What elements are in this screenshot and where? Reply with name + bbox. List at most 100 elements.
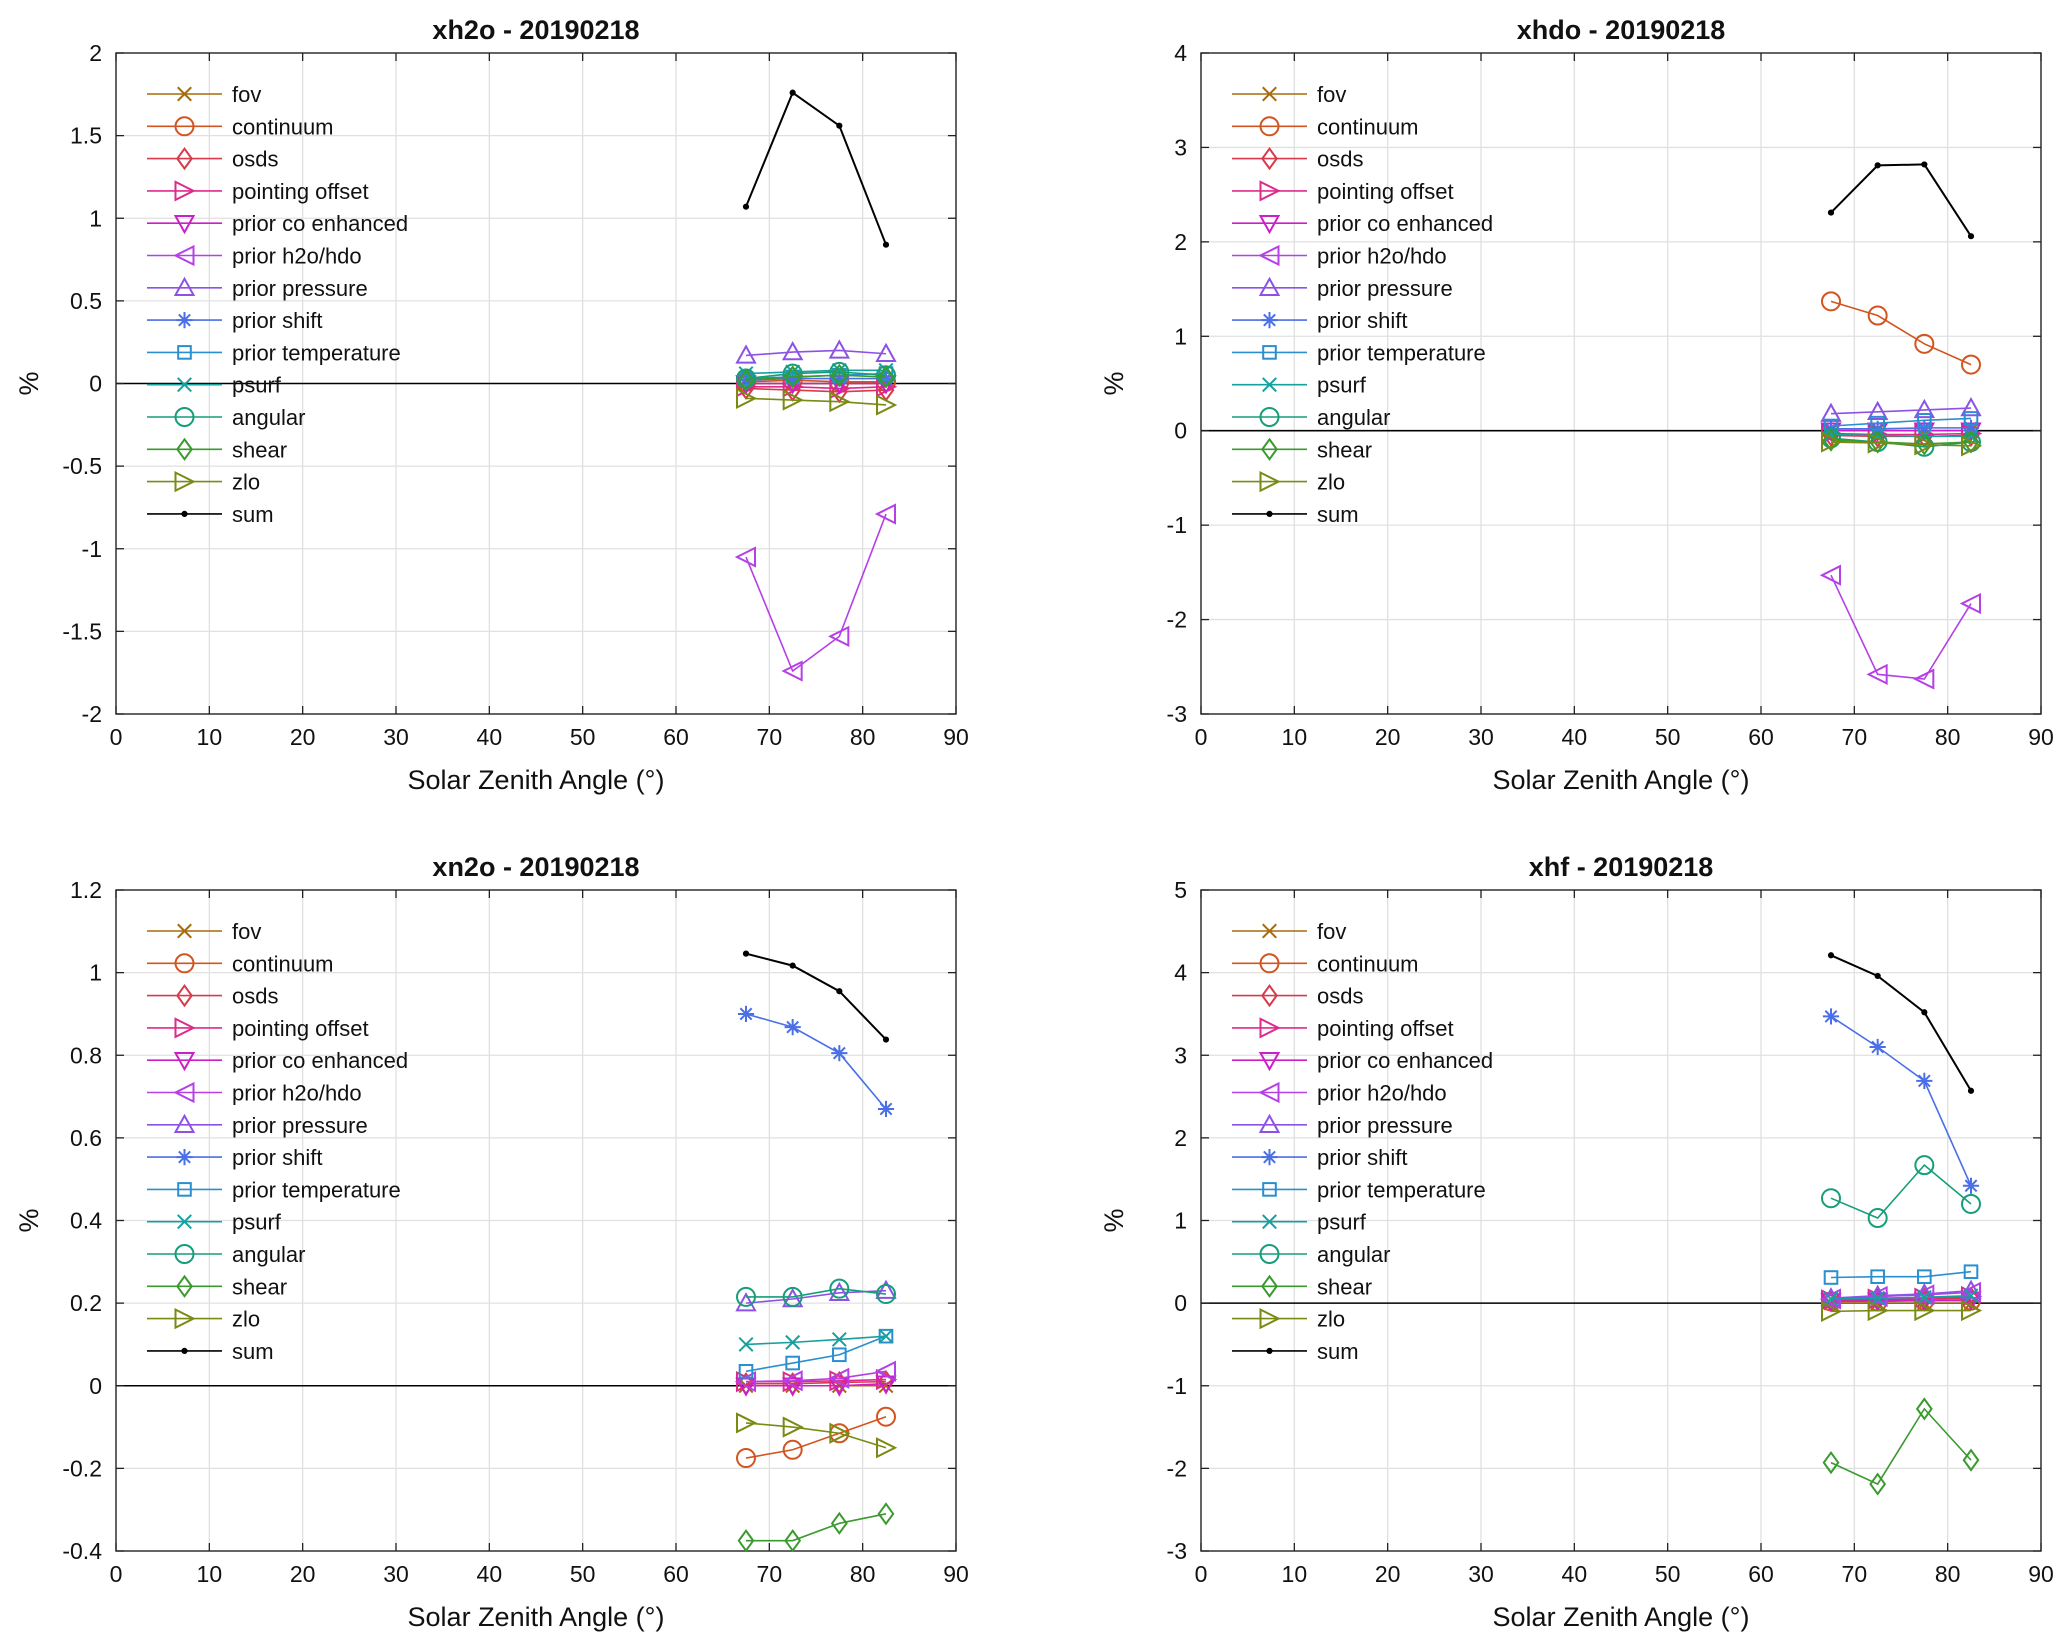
y-tick-label: 0.4 [70,1208,102,1234]
data-point [874,503,896,525]
series-angular [736,1278,896,1307]
legend-marker [176,437,193,461]
data-point [828,1281,851,1301]
y-tick-label: 2 [89,40,102,66]
y-tick-label: -2 [1167,607,1187,633]
y-tick-label: 0.6 [70,1125,102,1151]
legend-marker [177,377,192,393]
legend-label: prior temperature [232,340,401,365]
data-point [1821,431,1843,453]
data-point [782,389,804,411]
legend: fov continuum osds pointing offset prior co … [147,82,408,527]
legend-label: osds [1317,984,1363,1009]
x-tick-label: 50 [570,1561,596,1587]
series-line [1830,1295,1972,1301]
x-tick-label: 70 [757,1561,783,1587]
legend-label: prior co enhanced [232,211,408,236]
y-tick-label: 1 [1174,1208,1187,1234]
x-tick-label: 10 [197,1561,223,1587]
series-prior-pressure [1820,396,1982,422]
legend-marker [1259,953,1280,974]
series-line [746,1380,887,1385]
x-tick-label: 30 [1468,724,1494,750]
legend-marker [176,983,193,1008]
data-point [1823,1291,1839,1307]
chart-title: xhf - 20190218 [1529,852,1714,882]
data-point [1822,1008,1840,1025]
data-point [736,1412,758,1434]
x-axis-label: Solar Zenith Angle (°) [1493,765,1750,795]
legend-label: prior pressure [232,1113,368,1138]
data-point [1913,668,1935,690]
x-tick-label: 70 [757,724,783,750]
data-point [784,365,802,389]
data-point [1960,396,1982,417]
series-line [1830,1289,1972,1299]
data-point [875,1279,897,1299]
legend-label: angular [1317,1242,1390,1267]
legend-marker [1262,1182,1277,1197]
series-angular [1821,1155,1981,1229]
data-point [1916,419,1933,436]
legend-label: pointing offset [232,179,369,204]
legend-label: zlo [232,470,260,495]
series-prior-h2o-hdo [734,1360,896,1393]
y-tick-label: 1.5 [70,123,102,149]
data-point [1823,1270,1839,1285]
x-tick-label: 70 [1842,1561,1868,1587]
legend-marker [173,1113,196,1133]
legend-marker [174,180,196,202]
legend-label: prior h2o/hdo [1317,1081,1447,1106]
legend-label: angular [232,1242,305,1267]
y-tick-label: 1 [89,205,102,231]
chart-panel-2: 0 10 20 30 40 50 60 70 80 90 -3 -2 -1 0 1 2 3 4 xhdo - 201… [1099,15,2054,795]
data-point [1869,1038,1886,1056]
series-line [746,1513,887,1542]
data-point [737,368,755,392]
y-tick-label: 5 [1174,877,1187,903]
x-tick-label: 20 [290,1561,316,1587]
x-axis-label: Solar Zenith Angle (°) [1493,1602,1750,1632]
y-tick-label: -0.2 [62,1455,102,1481]
x-tick-label: 0 [1195,724,1208,750]
legend-label: psurf [1317,1210,1367,1235]
data-point [785,1355,800,1371]
legend-marker [181,510,188,518]
data-point [782,1416,804,1438]
legend-label: prior temperature [1317,1177,1486,1202]
legend-label: prior co enhanced [1317,1048,1493,1073]
data-point [1822,428,1840,452]
legend-marker [173,244,195,267]
series-sum [742,89,890,248]
y-tick-label: 0.2 [70,1290,102,1316]
x-tick-label: 60 [663,724,689,750]
legend-marker [174,1307,196,1330]
legend-marker [174,116,195,137]
data-point [829,361,850,382]
data-point [828,339,851,359]
x-tick-label: 50 [1655,1561,1681,1587]
series-line [745,1415,887,1459]
legend-label: shear [232,1274,287,1299]
legend-label: angular [1317,405,1390,430]
data-point [785,1334,801,1350]
series-sum [742,950,890,1043]
series-line [1830,1299,1972,1303]
data-point [829,391,851,413]
data-point [782,363,803,384]
y-tick-label: -1 [1167,512,1187,538]
series-prior-h2o-hdo [1819,564,1981,690]
data-point [1917,1269,1932,1284]
legend-marker [177,1214,192,1230]
series-prior-shift [737,1005,895,1118]
data-point [832,1347,847,1363]
series-line [1830,1407,1972,1486]
series-prior-temperature [1823,1264,1979,1285]
data-point [1959,592,1981,615]
data-point [1961,1299,1983,1322]
legend-label: osds [232,984,278,1009]
data-point [1915,1397,1933,1421]
legend-marker [176,312,193,329]
legend-label: prior h2o/hdo [1317,244,1447,269]
